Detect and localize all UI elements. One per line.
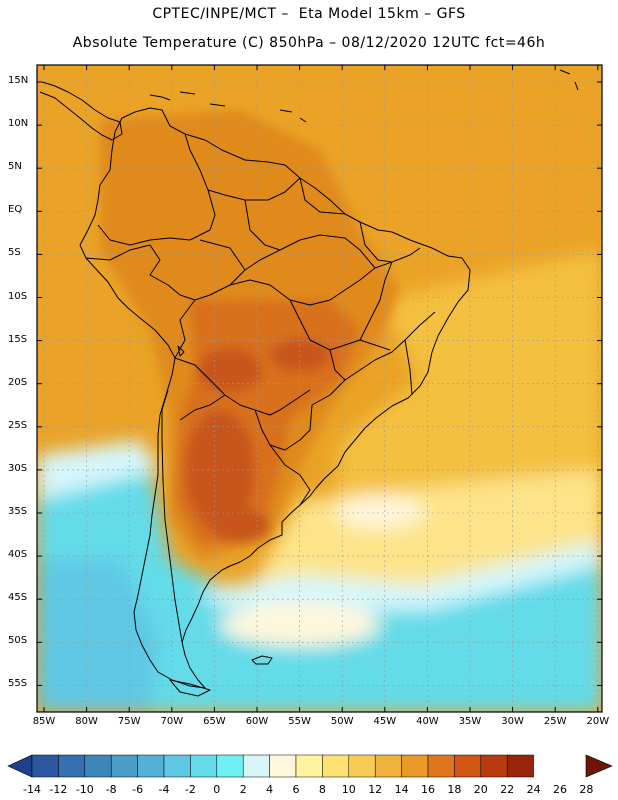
lon-label: 30W [501, 716, 524, 727]
lon-label: 20W [586, 716, 610, 727]
lon-label: 55W [288, 716, 311, 727]
colorbar-label: -6 [132, 783, 144, 796]
colorbar-label: 28 [579, 783, 594, 796]
field-hottest-1 [198, 348, 262, 392]
lat-label: 5N [8, 161, 22, 173]
colorbar-left-arrow [7, 754, 33, 778]
lat-label: 15N [8, 75, 29, 86]
lat-label: 40S [8, 549, 28, 561]
colorbar-label: 2 [239, 783, 247, 796]
field-cream-pocket [220, 603, 380, 647]
field-cold [37, 470, 602, 712]
colorbar-box [454, 754, 482, 778]
lat-lon-grid [37, 65, 602, 712]
lat-label: 10N [8, 118, 29, 130]
temperature-field [37, 65, 602, 712]
lat-label: 15S [8, 333, 28, 345]
map-frame [36, 64, 603, 713]
lon-label: 50W [330, 716, 354, 727]
lon-label: 25W [543, 716, 567, 727]
colorbar-label: 10 [341, 783, 356, 796]
colorbar-box [137, 754, 165, 778]
lon-label: 75W [117, 716, 141, 727]
falkland-islands [251, 655, 273, 665]
colorbar-label: -12 [49, 783, 68, 796]
title-line-2: Absolute Temperature (C) 850hPa – 08/12/… [72, 35, 546, 51]
coastlines-and-borders [39, 69, 579, 697]
lon-label: 45W [373, 716, 397, 727]
field-hottest-3 [185, 410, 255, 530]
colorbar-box [31, 754, 59, 778]
colorbar-box [58, 754, 86, 778]
colorbar-boxes [31, 754, 534, 778]
colorbar-box [480, 754, 508, 778]
colorbar-box [295, 754, 323, 778]
lon-label: 85W [32, 716, 56, 727]
field-hottest-4 [210, 507, 270, 543]
lat-label: EQ [8, 204, 23, 216]
colorbar-label: 8 [318, 783, 326, 796]
country-borders [85, 133, 436, 643]
colorbar-label: 26 [553, 783, 567, 796]
colorbar-label: -8 [105, 783, 117, 796]
lat-label: 25S [8, 419, 28, 431]
colorbar-box [216, 754, 244, 778]
lat-label: 35S [8, 506, 28, 517]
colorbar-label: 0 [213, 783, 221, 796]
colorbar-label: 18 [447, 783, 462, 796]
colorbar-label: -4 [158, 783, 170, 796]
caribbean-islands [149, 69, 579, 123]
colorbar-box [242, 754, 270, 778]
colorbar-box [401, 754, 429, 778]
colorbar-right-arrow [585, 754, 613, 778]
lat-label: 50S [8, 635, 28, 647]
colorbar-label: 20 [473, 783, 488, 796]
field-deep-cyan [37, 560, 160, 712]
colorbar-label: -10 [75, 783, 94, 796]
south-america-coastline [79, 107, 471, 689]
lat-label: 30S [8, 462, 28, 474]
lon-label: 70W [160, 716, 184, 727]
lat-label: 10S [8, 290, 28, 302]
colorbar-label: 24 [526, 783, 541, 796]
colorbar-box [84, 754, 112, 778]
lon-label: 40W [416, 716, 439, 727]
field-yellow [330, 250, 602, 540]
colorbar-label: -14 [23, 783, 41, 796]
axis-ticks [37, 65, 602, 712]
lat-label: 45S [8, 592, 28, 604]
colorbar-box [110, 754, 138, 778]
colorbar-label: 14 [394, 783, 409, 796]
title-line-1: CPTEC/INPE/MCT – Eta Model 15km – GFS [152, 6, 466, 22]
colorbar-label: 16 [421, 783, 435, 796]
colorbar-label: -2 [184, 783, 196, 796]
colorbar-box [374, 754, 402, 778]
lon-label: 60W [245, 716, 269, 727]
field-cream-pocket-2 [335, 496, 425, 528]
field-ice-south [200, 540, 602, 612]
colorbar-box [322, 754, 350, 778]
central-america-coastline [39, 81, 123, 141]
colorbar-label: 4 [266, 783, 274, 796]
colorbar-box [269, 754, 297, 778]
colorbar-box [163, 754, 191, 778]
tierra-del-fuego [169, 679, 211, 697]
colorbar-label: 6 [292, 783, 300, 796]
lon-label: 35W [458, 716, 482, 727]
field-hottest-2 [270, 339, 330, 371]
lon-label: 65W [203, 716, 226, 727]
colorbar [7, 754, 613, 778]
colorbar-box [190, 754, 218, 778]
colorbar-box [427, 754, 455, 778]
lat-label: 20S [8, 376, 28, 388]
lake-titicaca [177, 345, 185, 357]
lat-label: 5S [8, 247, 21, 259]
lon-label: 80W [75, 716, 98, 727]
colorbar-label: 12 [368, 783, 383, 796]
colorbar-label: 22 [500, 783, 515, 796]
lat-label: 55S [8, 678, 28, 690]
colorbar-box [506, 754, 534, 778]
colorbar-box [348, 754, 376, 778]
